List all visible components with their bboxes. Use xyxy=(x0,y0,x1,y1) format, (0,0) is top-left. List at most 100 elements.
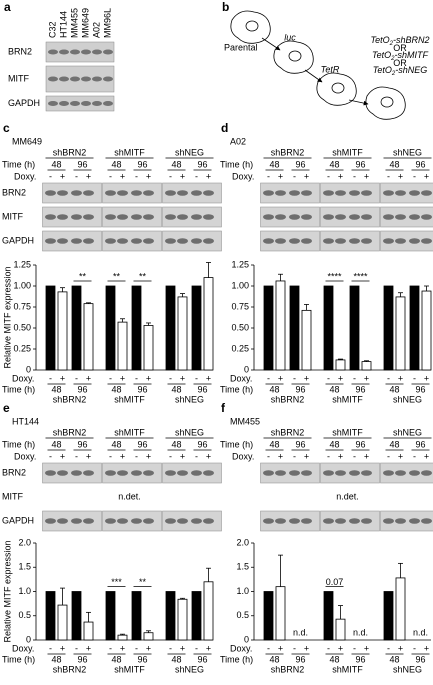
x-tick-label: + xyxy=(120,643,125,653)
band xyxy=(203,518,214,524)
band xyxy=(349,470,360,476)
doxy-header: Doxy. xyxy=(14,451,36,461)
x-tick-label: - xyxy=(49,643,52,653)
row-label: BRN2 xyxy=(8,46,32,56)
bar xyxy=(165,591,176,641)
time-header: Time (h) xyxy=(220,159,253,169)
time-label: 96 xyxy=(137,439,147,449)
band xyxy=(409,214,420,220)
time-label: 48 xyxy=(171,439,181,449)
band xyxy=(335,518,346,524)
group-label: shMITF xyxy=(332,664,363,674)
x-tick-label: + xyxy=(146,373,151,383)
doxy-header: Doxy. xyxy=(232,171,254,181)
band xyxy=(361,470,372,476)
doxy-sign: - xyxy=(327,451,330,461)
y-tick-label: 0 xyxy=(244,364,249,374)
doxy-sign: - xyxy=(387,451,390,461)
significance-label: **** xyxy=(327,271,342,281)
blot xyxy=(380,230,433,252)
band xyxy=(191,238,202,244)
y-tick-label: 1.5 xyxy=(18,562,31,572)
band xyxy=(45,214,56,220)
band xyxy=(59,76,69,82)
group-label: shMITF xyxy=(114,664,145,674)
bar xyxy=(335,618,346,641)
time-label: 96 xyxy=(197,439,207,449)
band xyxy=(165,214,176,220)
doxy-sign: - xyxy=(353,451,356,461)
time-label: 96 xyxy=(137,159,147,169)
group-label: shBRN2 xyxy=(271,147,305,157)
band xyxy=(81,76,91,82)
group-label: shNEG xyxy=(393,394,422,404)
bar xyxy=(323,591,334,641)
band xyxy=(57,518,68,524)
band xyxy=(323,238,334,244)
row-label: GAPDH xyxy=(2,235,34,245)
x-tick-label: - xyxy=(195,373,198,383)
time-label: 48 xyxy=(51,654,61,664)
band xyxy=(203,214,214,220)
y-tick-label: 0.75 xyxy=(13,301,31,311)
time-label: 96 xyxy=(197,384,207,394)
time-label: 48 xyxy=(329,384,339,394)
time-header: Time (h) xyxy=(220,384,253,394)
x-tick-label: - xyxy=(109,643,112,653)
band xyxy=(395,518,406,524)
y-tick-label: 2.0 xyxy=(18,537,31,547)
doxy-sign: - xyxy=(387,171,390,181)
band xyxy=(275,190,286,196)
bar xyxy=(275,586,286,641)
band xyxy=(117,518,128,524)
band xyxy=(117,214,128,220)
time-label: 48 xyxy=(269,159,279,169)
time-label: 96 xyxy=(355,439,365,449)
column-label: C32 xyxy=(47,21,57,38)
time-label: 48 xyxy=(269,384,279,394)
not-determined-label: n.d. xyxy=(353,627,368,637)
group-label: shNEG xyxy=(175,394,204,404)
doxy-sign: - xyxy=(413,171,416,181)
band xyxy=(177,190,188,196)
x-tick-label: + xyxy=(180,643,185,653)
band xyxy=(45,518,56,524)
band xyxy=(275,470,286,476)
construct-sub: 2 xyxy=(391,71,396,77)
band xyxy=(301,518,312,524)
doxy-sign: - xyxy=(109,451,112,461)
band xyxy=(57,470,68,476)
time-label: 48 xyxy=(111,439,121,449)
band xyxy=(301,470,312,476)
row-label: GAPDH xyxy=(8,98,40,108)
time-label: 96 xyxy=(77,384,87,394)
time-label: 48 xyxy=(171,159,181,169)
bar xyxy=(105,285,116,371)
band xyxy=(131,190,142,196)
band xyxy=(45,470,56,476)
doxy-sign: - xyxy=(49,451,52,461)
y-tick-label: 1.00 xyxy=(231,280,249,290)
y-tick-label: 0.50 xyxy=(13,322,31,332)
band xyxy=(117,190,128,196)
group-label: shMITF xyxy=(332,147,363,157)
doxy-sign: - xyxy=(353,171,356,181)
doxy-sign: - xyxy=(135,451,138,461)
group-label: shNEG xyxy=(175,427,204,437)
band xyxy=(165,190,176,196)
time-label: 96 xyxy=(77,654,87,664)
x-tick-label: - xyxy=(169,373,172,383)
step-label: Parental xyxy=(224,42,258,52)
band xyxy=(83,518,94,524)
bar xyxy=(203,581,214,641)
cell-line: MM455 xyxy=(230,416,260,426)
bar xyxy=(83,303,94,371)
x-tick-label: - xyxy=(135,373,138,383)
band xyxy=(203,238,214,244)
time-label: 96 xyxy=(137,384,147,394)
group-label: shBRN2 xyxy=(53,427,87,437)
x-tick-label: - xyxy=(293,643,296,653)
band xyxy=(203,190,214,196)
band xyxy=(105,470,116,476)
band xyxy=(409,518,420,524)
